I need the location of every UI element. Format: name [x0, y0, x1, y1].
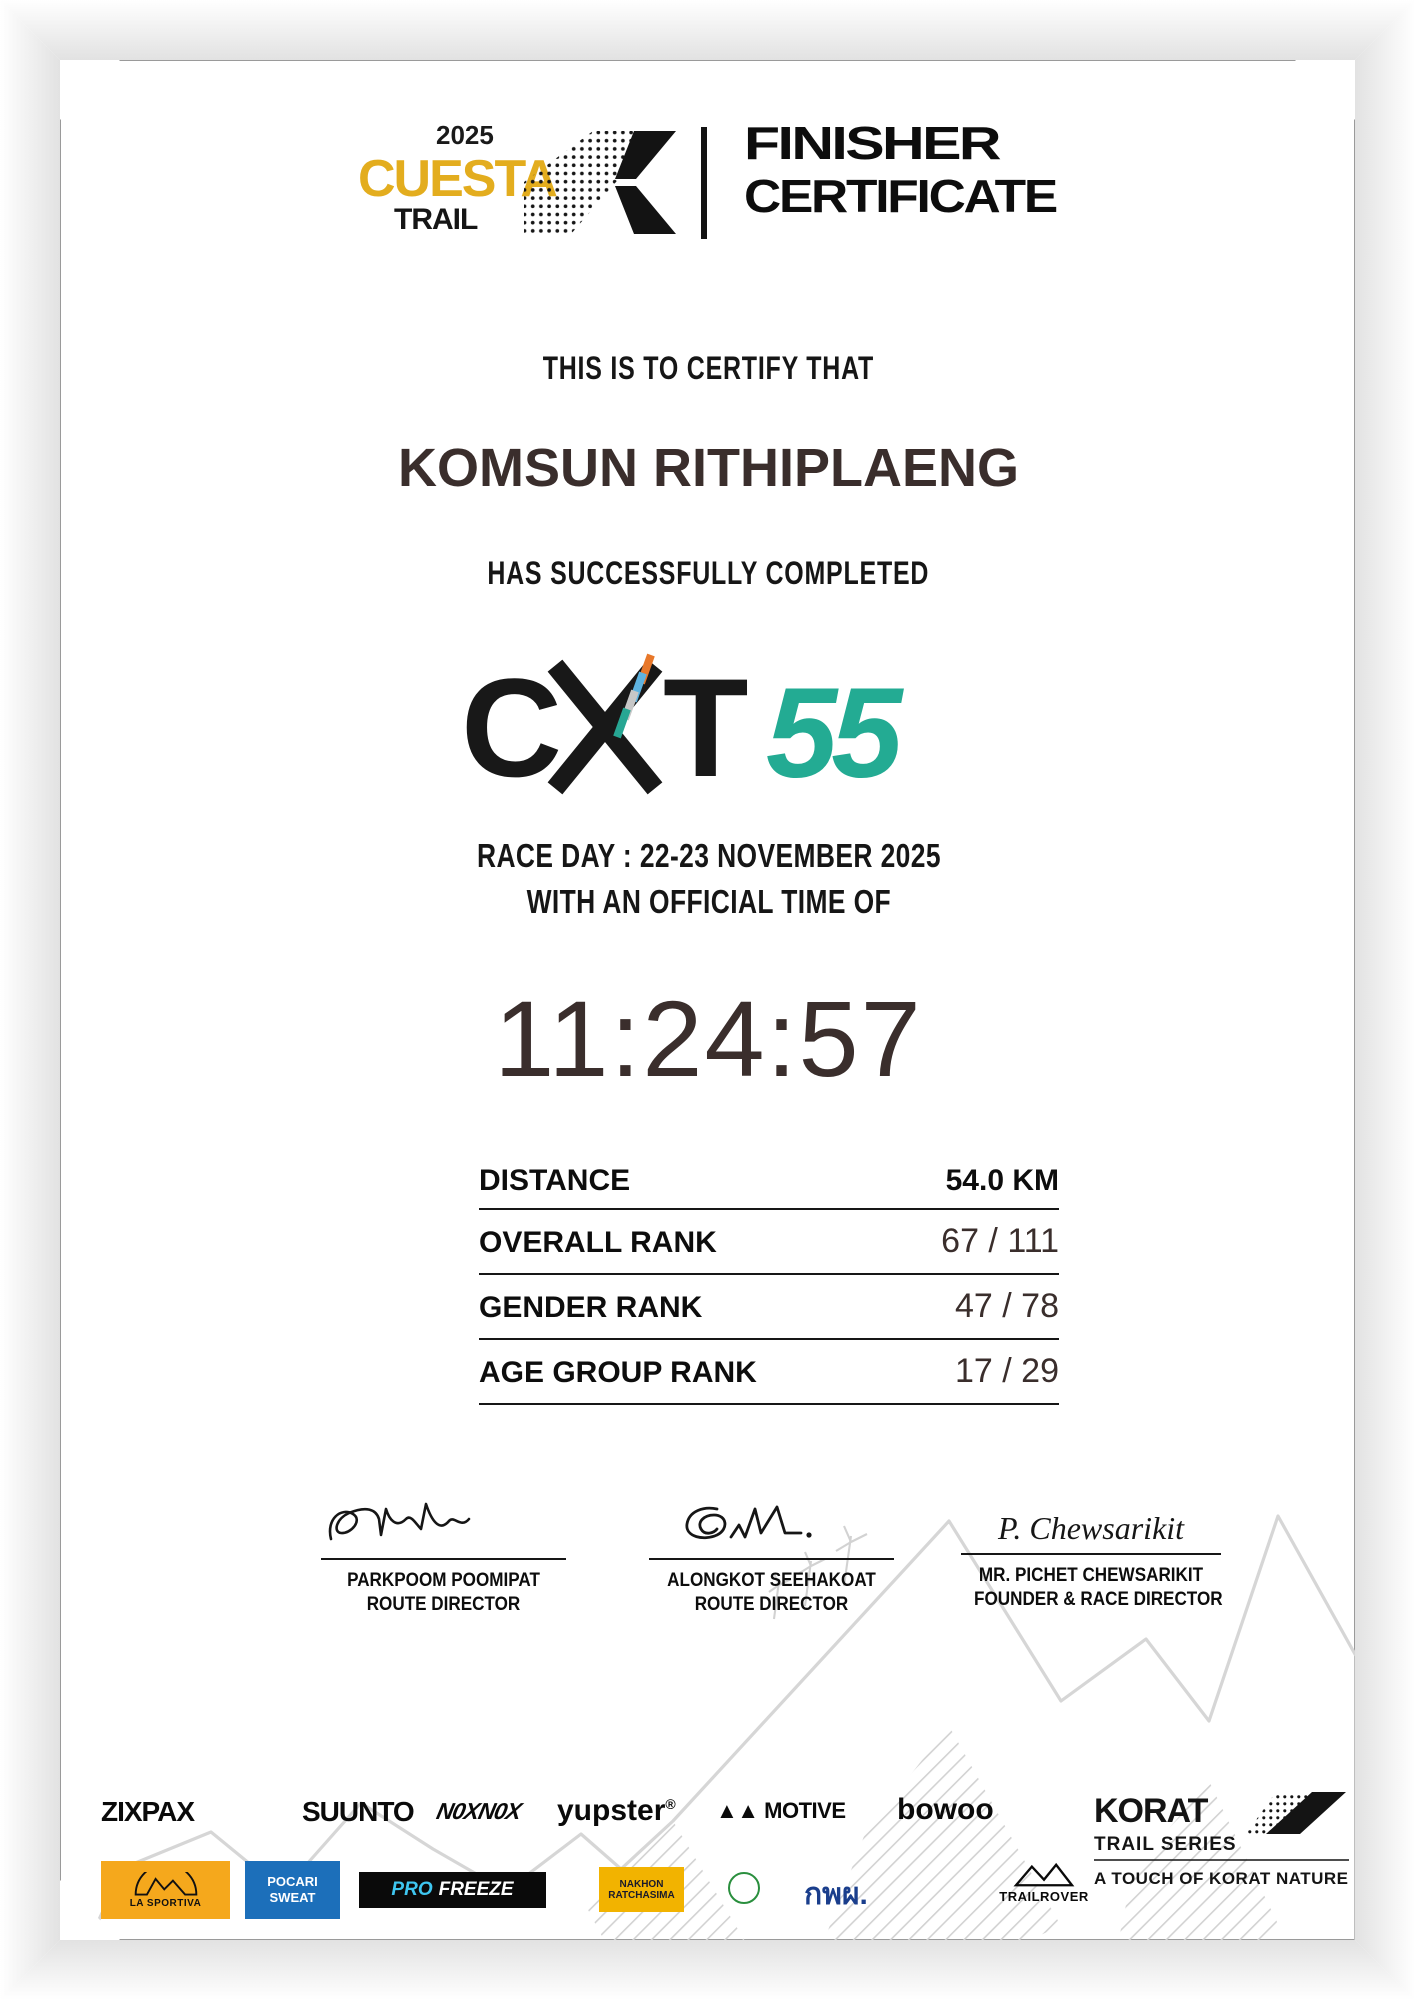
svg-text:FINISHER: FINISHER	[744, 117, 1001, 169]
svg-text:KORAT: KORAT	[1094, 1792, 1209, 1830]
svg-text:T: T	[663, 649, 748, 806]
svg-text:C: C	[461, 649, 559, 806]
svg-text:A TOUCH OF KORAT NATURE: A TOUCH OF KORAT NATURE	[1094, 1869, 1349, 1888]
svg-text:CERTIFICATE: CERTIFICATE	[744, 170, 1056, 222]
svg-text:TRAIL: TRAIL	[394, 203, 478, 236]
svg-text:55: 55	[766, 662, 904, 805]
svg-text:2025: 2025	[436, 120, 494, 150]
svg-text:TRAIL SERIES: TRAIL SERIES	[1094, 1834, 1237, 1855]
